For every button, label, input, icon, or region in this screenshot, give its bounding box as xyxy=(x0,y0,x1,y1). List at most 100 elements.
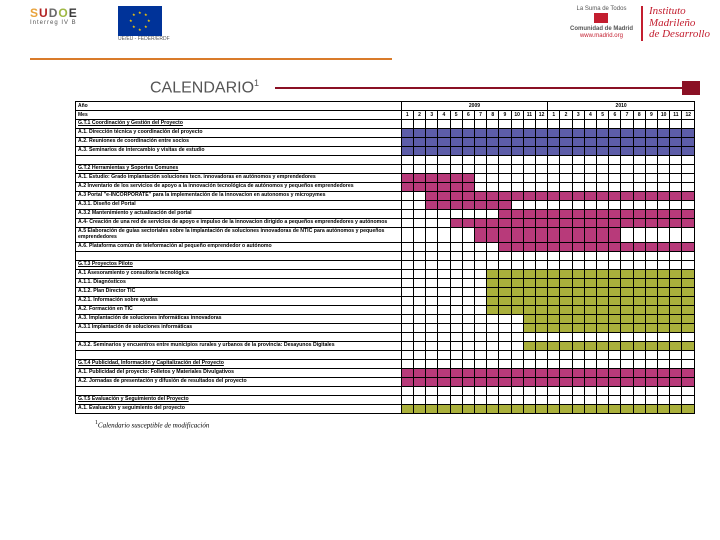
month-cell xyxy=(487,165,499,174)
month-cell xyxy=(535,219,547,228)
month-cell xyxy=(523,269,535,278)
month-cell xyxy=(413,138,425,147)
madrid-logo: La Suma de Todos Comunidad de Madrid www… xyxy=(570,6,633,39)
month-cell xyxy=(426,278,438,287)
month-cell xyxy=(462,386,474,395)
month-cell xyxy=(548,192,560,201)
month-cell xyxy=(682,210,695,219)
row-label xyxy=(76,350,402,359)
month-cell xyxy=(560,269,572,278)
month-cell xyxy=(658,368,670,377)
month-cell xyxy=(572,219,584,228)
month-cell xyxy=(462,350,474,359)
row-label: G.T.5 Evaluación y Seguimiento del Proye… xyxy=(76,395,402,404)
row-label: A.1.2. Plan Director TIC xyxy=(76,287,402,296)
month-cell xyxy=(645,269,657,278)
month-cell xyxy=(413,201,425,210)
month-cell xyxy=(572,201,584,210)
table-row: A.3. Seminarios de intercambio y visitas… xyxy=(76,147,695,156)
month-cell xyxy=(548,296,560,305)
table-row: A.1. Evaluación y seguimiento del proyec… xyxy=(76,404,695,413)
month-cell xyxy=(670,323,682,332)
month-cell xyxy=(499,359,511,368)
row-label xyxy=(76,332,402,341)
month-cell xyxy=(584,314,596,323)
month-cell xyxy=(670,174,682,183)
month-cell xyxy=(682,147,695,156)
month-cell xyxy=(645,192,657,201)
month-cell xyxy=(560,323,572,332)
month-cell xyxy=(401,323,413,332)
table-row: A.3.1. Diseño del Portal xyxy=(76,201,695,210)
month-cell xyxy=(609,219,621,228)
month-cell xyxy=(535,129,547,138)
row-label xyxy=(76,251,402,260)
title-row: CALENDARIO1 xyxy=(150,78,700,97)
month-cell xyxy=(450,228,462,242)
month-cell xyxy=(523,287,535,296)
month-cell xyxy=(487,251,499,260)
month-cell xyxy=(584,305,596,314)
month-cell xyxy=(535,156,547,165)
month-cell xyxy=(499,192,511,201)
month-cell xyxy=(450,368,462,377)
month-cell xyxy=(535,278,547,287)
month-cell xyxy=(572,287,584,296)
month-cell xyxy=(633,404,645,413)
month-cell xyxy=(597,368,609,377)
month-cell xyxy=(645,201,657,210)
month-cell xyxy=(523,404,535,413)
month-cell xyxy=(535,359,547,368)
month-cell xyxy=(645,323,657,332)
month-cell xyxy=(511,183,523,192)
month-cell xyxy=(572,210,584,219)
month-cell xyxy=(511,129,523,138)
month-cell xyxy=(658,341,670,350)
month-cell xyxy=(572,228,584,242)
month-cell xyxy=(572,129,584,138)
month-header: 5 xyxy=(450,111,462,120)
month-cell xyxy=(548,278,560,287)
month-cell xyxy=(487,201,499,210)
table-row: A.2. Jornadas de presentación y difusión… xyxy=(76,377,695,386)
month-cell xyxy=(682,156,695,165)
month-cell xyxy=(633,219,645,228)
month-cell xyxy=(438,228,450,242)
month-cell xyxy=(474,260,486,269)
row-label: A.1. Dirección técnica y coordinación de… xyxy=(76,129,402,138)
month-cell xyxy=(511,251,523,260)
row-label: A.1 Asesoramiento y consultoría tecnológ… xyxy=(76,269,402,278)
month-cell xyxy=(438,192,450,201)
month-cell xyxy=(523,395,535,404)
table-row: A.1.1. Diagnósticos xyxy=(76,278,695,287)
month-cell xyxy=(462,260,474,269)
table-row: G.T.4 Publicidad, Información y Capitali… xyxy=(76,359,695,368)
month-cell xyxy=(523,377,535,386)
month-cell xyxy=(658,260,670,269)
month-cell xyxy=(462,323,474,332)
month-cell xyxy=(535,296,547,305)
month-cell xyxy=(621,359,633,368)
month-cell xyxy=(645,296,657,305)
month-cell xyxy=(621,228,633,242)
month-cell xyxy=(682,138,695,147)
month-cell xyxy=(633,386,645,395)
month-cell xyxy=(523,192,535,201)
month-cell xyxy=(633,350,645,359)
month-cell xyxy=(462,287,474,296)
month-cell xyxy=(535,323,547,332)
month-cell xyxy=(682,359,695,368)
month-cell xyxy=(487,278,499,287)
month-cell xyxy=(535,228,547,242)
month-header: 1 xyxy=(401,111,413,120)
month-cell xyxy=(609,251,621,260)
month-cell xyxy=(499,228,511,242)
month-cell xyxy=(474,314,486,323)
month-cell xyxy=(584,368,596,377)
month-cell xyxy=(658,174,670,183)
month-cell xyxy=(401,368,413,377)
month-cell xyxy=(487,260,499,269)
month-cell xyxy=(511,377,523,386)
month-cell xyxy=(609,228,621,242)
madrid-flag-icon xyxy=(594,13,608,23)
